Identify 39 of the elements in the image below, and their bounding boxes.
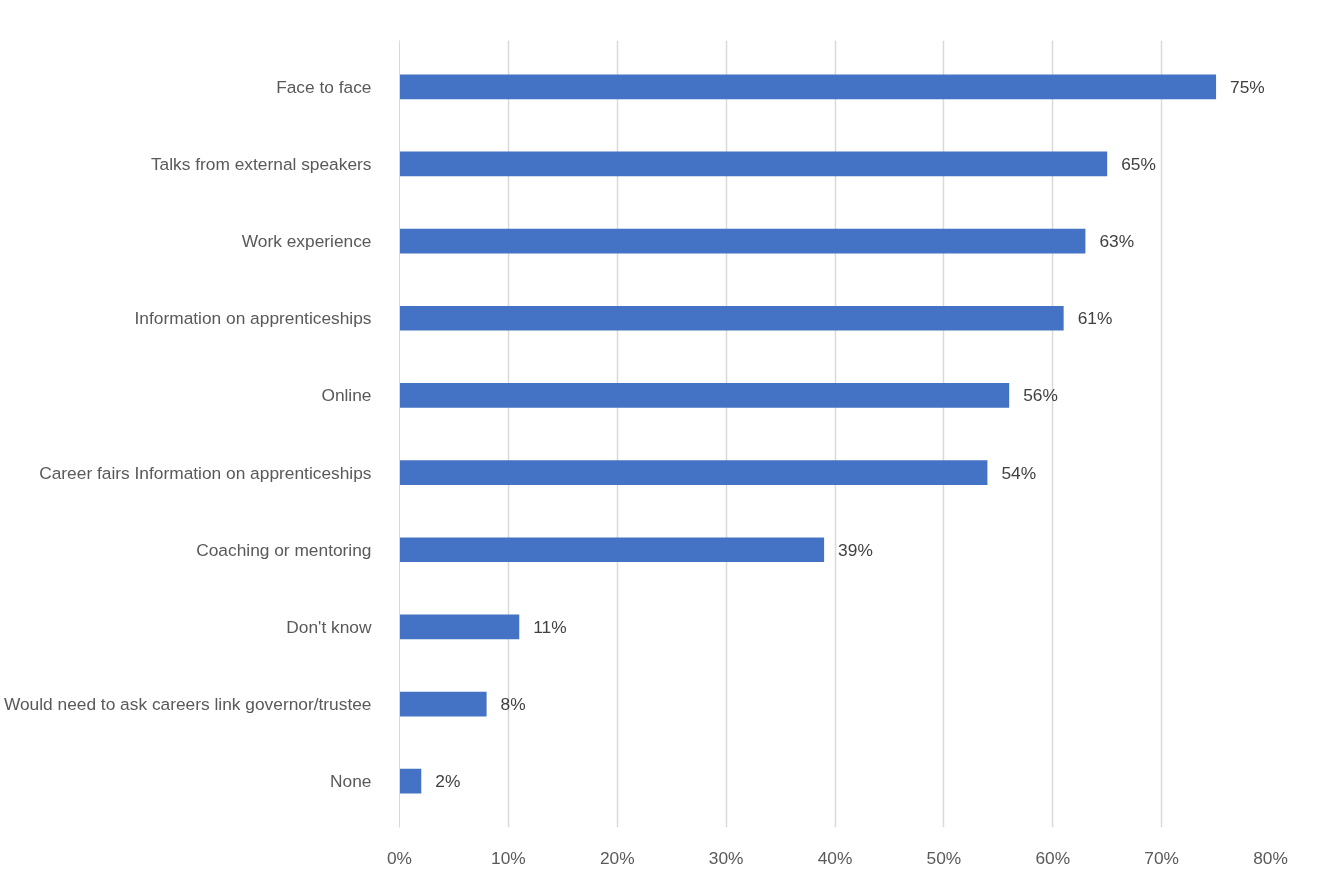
bar [399,383,1010,408]
data-label: 56% [1023,385,1058,406]
bar [399,228,1086,254]
x-tick-label: 0% [386,847,413,868]
y-tick-label: Talks from external speakers [150,153,372,174]
x-tick-label: 50% [926,847,962,868]
y-tick-label: None [330,771,372,792]
data-label: 63% [1099,231,1135,252]
data-label: 2% [435,771,461,792]
bar [399,305,1064,331]
y-tick-label: Information on apprenticeships [134,308,372,329]
data-label: 65% [1121,153,1156,174]
x-tick-label: 70% [1144,847,1179,868]
x-tick-label: 40% [817,847,853,868]
bar [399,74,1217,100]
bar [399,460,988,485]
bar [399,614,520,640]
data-label: 54% [1001,462,1037,483]
bar [399,537,825,563]
bar [399,768,422,794]
data-label: 11% [533,616,567,637]
y-tick-label: Face to face [276,76,372,97]
y-tick-label: Coaching or mentoring [196,539,372,560]
data-label: 8% [500,694,526,715]
x-tick-label: 80% [1253,847,1288,868]
data-label: 75% [1230,76,1265,97]
x-tick-label: 30% [708,847,744,868]
y-tick-label: Work experience [241,231,372,252]
y-tick-label: Don't know [286,616,372,637]
y-tick-label: Online [321,385,372,406]
y-tick-label: Career fairs Information on apprenticeships [39,462,372,483]
bar [399,691,487,717]
bar [399,151,1108,177]
x-tick-label: 20% [599,847,635,868]
data-label: 61% [1077,308,1113,329]
data-label: 39% [838,539,873,560]
x-tick-label: 60% [1035,847,1071,868]
y-tick-label: Would need to ask careers link governor/trustee [3,694,372,715]
x-tick-label: 10% [491,847,526,868]
